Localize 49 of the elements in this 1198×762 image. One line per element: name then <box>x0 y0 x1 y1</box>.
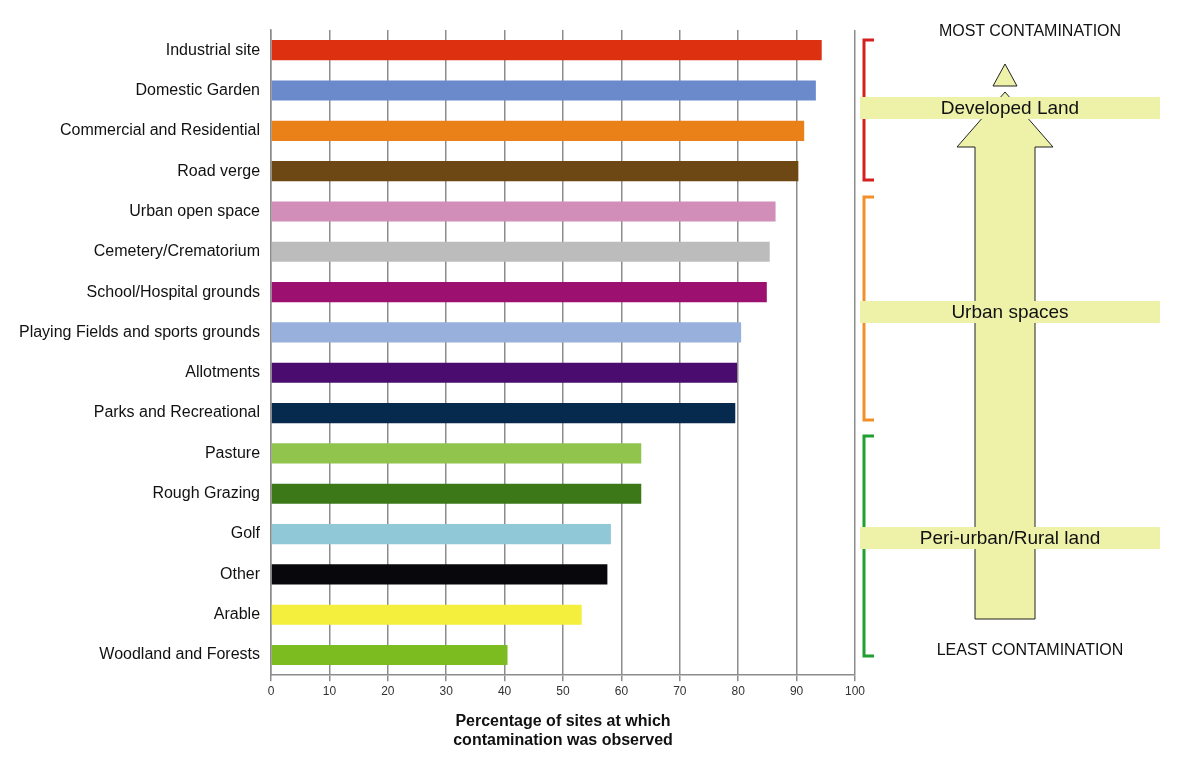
y-tick-label: Other <box>220 564 261 582</box>
text: LEAST CONTAMINATION <box>935 641 1125 659</box>
bar <box>271 40 822 61</box>
y-tick-label: Parks and Recreational <box>93 403 261 421</box>
bar <box>271 604 582 625</box>
bar <box>271 161 799 182</box>
y-tick-label: Woodland and Forests <box>99 645 261 663</box>
x-tick-label: 90 <box>789 683 804 698</box>
y-tick-label: Cemetery/Crematorium <box>93 242 261 260</box>
bar <box>271 443 642 464</box>
text: MOST CONTAMINATION <box>937 22 1123 40</box>
y-tick-label: Rough Grazing <box>152 484 261 502</box>
bar <box>271 201 776 222</box>
x-axis-title: Percentage of sites at which contamination was observed <box>453 711 673 748</box>
bar <box>271 403 736 424</box>
bar <box>271 644 508 666</box>
x-tick-label: 80 <box>731 683 746 698</box>
bar <box>271 483 642 504</box>
x-tick-label: 20 <box>381 683 395 698</box>
x-tick-label: 100 <box>844 683 866 698</box>
x-tick-label: 30 <box>439 683 454 698</box>
y-tick-label: Road verge <box>177 161 261 179</box>
text: Urban spaces <box>860 301 1160 323</box>
y-tick-label: Arable <box>213 605 261 623</box>
bar <box>271 322 742 343</box>
bar <box>271 362 738 383</box>
y-tick-label: Commercial and Residential <box>59 121 261 139</box>
y-tick-label: Urban open space <box>129 201 261 219</box>
x-tick-label: 10 <box>322 683 337 698</box>
y-tick-label: Industrial site <box>165 40 261 58</box>
bar <box>271 523 611 545</box>
bar <box>271 282 767 303</box>
x-tick-label: 60 <box>614 683 629 698</box>
text: Peri-urban/Rural land <box>860 527 1160 549</box>
bar <box>271 564 608 585</box>
y-tick-label: Pasture <box>204 443 261 461</box>
y-tick-label: Golf <box>230 524 261 542</box>
x-tick-label: 40 <box>497 683 512 698</box>
y-tick-label: Domestic Garden <box>135 80 261 98</box>
x-tick-label: 70 <box>673 683 687 698</box>
bar <box>271 241 770 262</box>
x-tick-label: 0 <box>267 683 275 698</box>
y-tick-label: Playing Fields and sports grounds <box>18 322 261 340</box>
x-tick-label: 50 <box>556 683 570 698</box>
bar <box>271 120 805 141</box>
bar <box>271 80 816 101</box>
y-tick-label: Allotments <box>185 363 261 381</box>
text: Developed Land <box>860 97 1160 119</box>
y-tick-label: School/Hospital grounds <box>86 282 261 300</box>
